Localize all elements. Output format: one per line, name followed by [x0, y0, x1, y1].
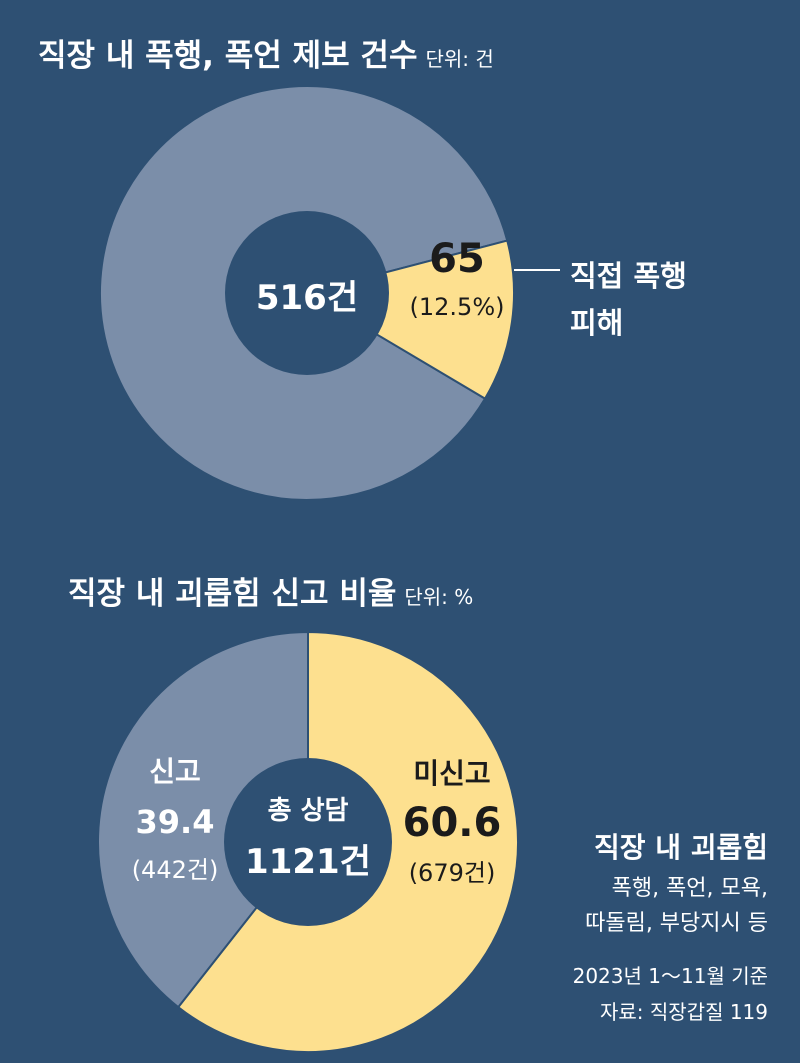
chart1-slice-name-line2: 피해 [570, 306, 624, 340]
chart1-center-hole [225, 211, 389, 375]
chart1-slice-percent-label: (12.5%) [409, 293, 505, 321]
chart2-slice-reported [97, 630, 309, 1009]
chart2-unit-label: 단위: % [404, 585, 474, 609]
chart1-unit-label: 단위: 건 [425, 47, 494, 71]
chart1-slice-name-line1: 직접 폭행 [570, 259, 687, 293]
chart2-unreported-value: 60.6 [402, 800, 502, 846]
note-line2: 따돌림, 부당지시 등 [585, 911, 768, 936]
chart2-center-hole [224, 758, 392, 926]
chart2-center-label-line1: 총 상담 [267, 796, 349, 826]
chart2-reported-name: 신고 [149, 755, 201, 788]
chart2-unreported-name: 미신고 [413, 757, 491, 790]
note-date: 2023년 1～11월 기준 [572, 964, 768, 988]
chart1-center-label: 516건 [255, 278, 359, 318]
chart1-title: 직장 내 폭행, 폭언 제보 건수 단위: 건 [38, 30, 494, 75]
chart2-title-text: 직장 내 괴롭힘 신고 비율 [68, 576, 397, 612]
chart2-title: 직장 내 괴롭힘 신고 비율 단위: % [68, 568, 473, 613]
chart1-slice-value-label: 65 [429, 236, 485, 282]
note-source: 자료: 직장갑질 119 [599, 1000, 768, 1024]
chart1-title-text: 직장 내 폭행, 폭언 제보 건수 [38, 38, 418, 74]
note-heading: 직장 내 괴롭힘 [593, 831, 768, 864]
note-line1: 폭행, 폭언, 모욕, [611, 876, 768, 901]
chart2-reported-value: 39.4 [135, 803, 215, 841]
chart2-unreported-count: (679건) [408, 859, 496, 887]
chart2-reported-count: (442건) [131, 856, 219, 884]
chart2-center-label-line2: 1121건 [245, 842, 371, 882]
